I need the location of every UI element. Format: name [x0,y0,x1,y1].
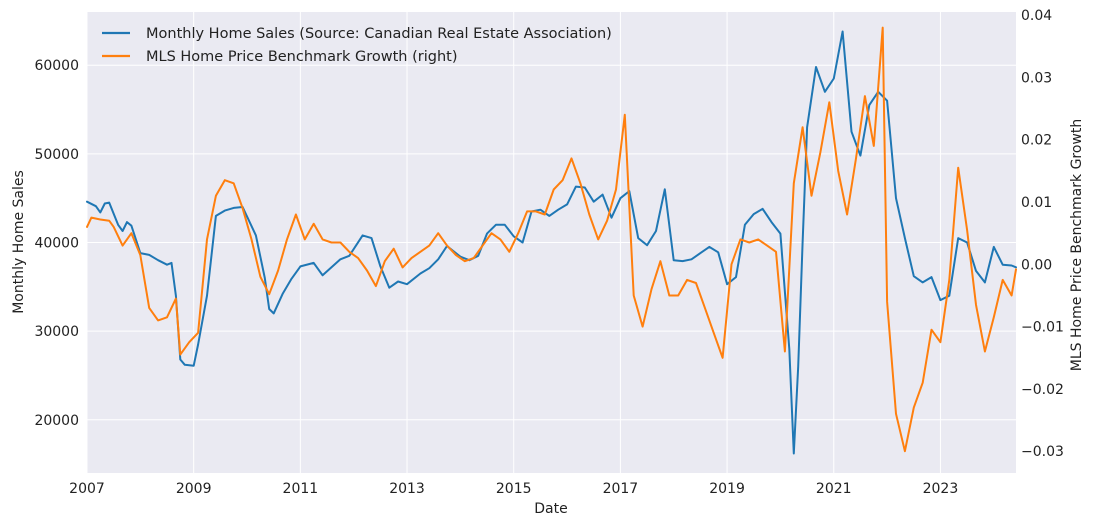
legend: Monthly Home Sales (Source: Canadian Rea… [102,26,612,65]
y-tick-label: 60000 [34,58,79,74]
y2-tick-label: 0.04 [1021,8,1052,24]
series-lines [86,26,1017,455]
tick-labels: 2007 2009 2011 2013 2015 2017 2019 2021 2023 2000… [34,8,1063,497]
legend-label-growth: MLS Home Price Benchmark Growth (right) [146,49,458,65]
y-tick-label: 30000 [34,324,79,340]
y2-tick-label: 0.01 [1021,195,1052,211]
x-tick-label: 2023 [923,481,959,497]
x-tick-label: 2019 [709,481,745,497]
x-tick-label: 2009 [176,481,212,497]
y2-tick-label: −0.03 [1021,444,1064,460]
x-tick-label: 2011 [283,481,319,497]
y2-tick-label: 0.03 [1021,70,1052,86]
x-tick-label: 2017 [603,481,639,497]
x-tick-label: 2013 [389,481,425,497]
y-tick-label: 20000 [34,413,79,429]
x-axis-title: Date [534,501,567,517]
y2-tick-label: 0.00 [1021,257,1052,273]
y2-tick-label: 0.02 [1021,133,1052,149]
x-tick-label: 2015 [496,481,532,497]
grid [86,12,1016,473]
y2-axis-title: MLS Home Price Benchmark Growth [1069,119,1085,371]
series-line-price-growth [86,26,1017,453]
y2-tick-label: −0.01 [1021,320,1064,336]
y2-tick-label: −0.02 [1021,382,1064,398]
y-axis-title: Monthly Home Sales [11,170,27,314]
y-tick-label: 50000 [34,147,79,163]
y-tick-label: 40000 [34,236,79,252]
legend-label-sales: Monthly Home Sales (Source: Canadian Rea… [146,26,612,42]
x-tick-label: 2007 [69,481,105,497]
x-tick-label: 2021 [816,481,852,497]
